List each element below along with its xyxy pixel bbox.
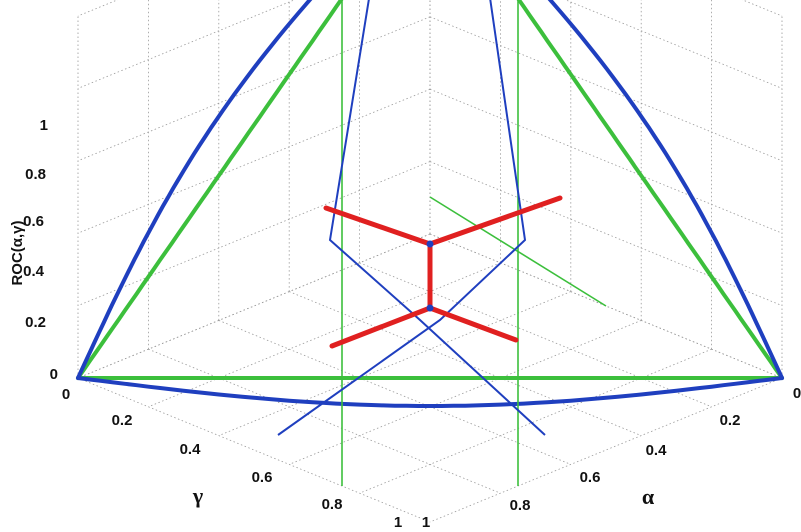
blue-inner-curve — [328, 0, 546, 436]
z-tick-label: 1 — [40, 117, 48, 134]
grid-line-wall — [429, 88, 783, 234]
grid-line-wall — [77, 233, 431, 379]
grid-line-wall — [429, 161, 783, 306]
z-tick-label: 0 — [50, 366, 58, 383]
gamma-tick-label: 1 — [394, 514, 402, 531]
z-tick-label: 0.4 — [23, 263, 45, 280]
grid-line-wall — [429, 16, 783, 162]
gamma-tick-label: 0.6 — [252, 469, 273, 486]
grid-line-floor — [289, 320, 642, 465]
alpha-tick-label: 0.6 — [580, 469, 601, 486]
red-segment — [329, 305, 433, 349]
grid-line-wall — [564, 0, 783, 89]
grid-line-floor — [148, 348, 501, 494]
grid-line-floor — [289, 291, 642, 436]
grid-line-wall — [77, 161, 431, 306]
curves-group — [76, 0, 784, 486]
grid-line-floor — [218, 320, 571, 465]
grid-lines — [77, 0, 783, 523]
junction-point — [426, 240, 434, 248]
gamma-tick-label: 0.4 — [180, 441, 202, 458]
alpha-tick-label: 0.8 — [510, 497, 531, 514]
grid-line-floor — [429, 377, 783, 523]
green-edge-alpha0 — [516, 0, 784, 380]
grid-line-wall — [77, 88, 431, 234]
red-segment — [427, 195, 563, 247]
gamma-axis-label: γ — [192, 483, 203, 508]
alpha-tick-label: 1 — [422, 514, 430, 531]
z-tick-label: 0.6 — [23, 213, 44, 230]
grid-line-wall — [77, 0, 296, 89]
grid-line-floor — [77, 377, 431, 523]
blue-edge-alpha0 — [547, 0, 784, 380]
grid-line-floor — [359, 262, 712, 408]
green-inner-line — [429, 196, 607, 307]
gamma-tick-label: 0.2 — [112, 412, 133, 429]
green-edge-gamma0 — [76, 0, 344, 380]
z-tick-label: 0.8 — [25, 166, 46, 183]
grid-line-floor — [148, 262, 501, 408]
alpha-axis-label: α — [642, 484, 655, 509]
grid-line-floor — [218, 291, 571, 436]
grid-line-wall — [77, 0, 119, 17]
grid-line-wall — [429, 233, 783, 379]
z-axis-label: ROC(α,γ) — [9, 220, 26, 285]
blue-inner-curve — [277, 0, 527, 436]
blue-edge-floor — [76, 376, 784, 408]
junction-point — [426, 304, 434, 312]
red-segment — [323, 205, 433, 247]
gamma-tick-label: 0.8 — [322, 496, 343, 513]
alpha-tick-label: 0.2 — [720, 412, 741, 429]
gamma-tick-label: 0 — [62, 386, 70, 403]
z-tick-label: 0.2 — [25, 314, 46, 331]
alpha-tick-label: 0 — [793, 385, 801, 402]
grid-line-floor — [359, 348, 712, 494]
blue-edge-gamma0 — [76, 0, 313, 380]
grid-line-wall — [77, 16, 431, 162]
alpha-tick-label: 0.4 — [646, 442, 668, 459]
red-segment — [427, 305, 519, 343]
grid-line-wall — [741, 0, 783, 17]
tick-labels: 0 0.2 0.4 0.6 0.8 1 0 0.2 0.4 0.6 0.8 1 0 0.2 0.4 0.6 0.… — [9, 117, 801, 531]
